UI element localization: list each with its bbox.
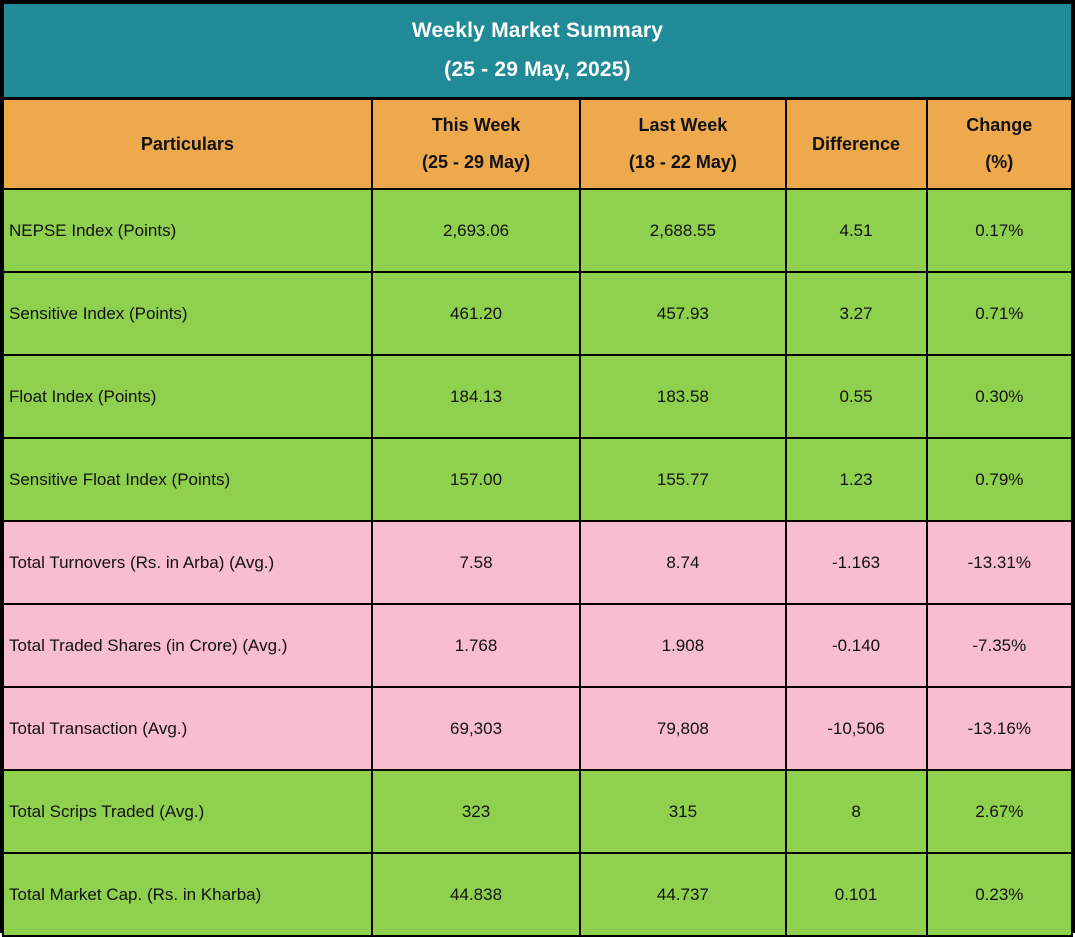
this-week-value: 157.00 [370,437,582,522]
last-week-value: 79,808 [579,686,787,771]
table-row-float-index: Float Index (Points) 184.13 183.58 0.55 … [2,354,1074,439]
last-week-value: 2,688.55 [579,188,787,273]
header-label: Particulars [140,133,234,154]
header-sublabel: (18 - 22 May) [628,151,737,172]
difference-value: -1.163 [784,520,928,605]
table-row-total-transaction: Total Transaction (Avg.) 69,303 79,808 -… [2,686,1074,771]
particular-label: Sensitive Index (Points) [2,271,373,356]
particular-label: NEPSE Index (Points) [2,188,373,273]
change-value: -13.31% [925,520,1074,605]
header-label: Difference [812,133,901,154]
particular-label: Total Transaction (Avg.) [2,686,373,771]
particular-label: Total Traded Shares (in Crore) (Avg.) [2,603,373,688]
change-value: 0.23% [925,852,1074,937]
table-row-total-turnovers: Total Turnovers (Rs. in Arba) (Avg.) 7.5… [2,520,1074,605]
particular-label: Total Turnovers (Rs. in Arba) (Avg.) [2,520,373,605]
this-week-value: 1.768 [370,603,582,688]
header-row: Particulars This Week (25 - 29 May) Last… [2,97,1074,190]
change-value: 0.30% [925,354,1074,439]
this-week-value: 461.20 [370,271,582,356]
last-week-value: 44.737 [579,852,787,937]
last-week-value: 8.74 [579,520,787,605]
this-week-value: 2,693.06 [370,188,582,273]
this-week-value: 44.838 [370,852,582,937]
this-week-value: 7.58 [370,520,582,605]
change-value: -7.35% [925,603,1074,688]
change-value: 0.17% [925,188,1074,273]
last-week-value: 315 [579,769,787,854]
table-row-total-market-cap: Total Market Cap. (Rs. in Kharba) 44.838… [2,852,1074,937]
difference-value: 0.101 [784,852,928,937]
table-row-nepse-index: NEPSE Index (Points) 2,693.06 2,688.55 4… [2,188,1074,273]
column-header-change: Change (%) [925,97,1074,190]
this-week-value: 184.13 [370,354,582,439]
particular-label: Total Scrips Traded (Avg.) [2,769,373,854]
difference-value: 0.55 [784,354,928,439]
table-row-total-scrips-traded: Total Scrips Traded (Avg.) 323 315 8 2.6… [2,769,1074,854]
column-header-particulars: Particulars [2,97,373,190]
header-sublabel: (25 - 29 May) [422,151,531,172]
change-value: 0.71% [925,271,1074,356]
this-week-value: 69,303 [370,686,582,771]
change-value: 2.67% [925,769,1074,854]
title-row: Weekly Market Summary (25 - 29 May, 2025… [2,2,1073,100]
difference-value: 4.51 [784,188,928,273]
column-header-this-week: This Week (25 - 29 May) [370,97,582,190]
difference-value: 1.23 [784,437,928,522]
difference-value: -10,506 [784,686,928,771]
change-value: 0.79% [925,437,1074,522]
title-cell: Weekly Market Summary (25 - 29 May, 2025… [2,2,1073,100]
difference-value: 3.27 [784,271,928,356]
column-header-last-week: Last Week (18 - 22 May) [579,97,787,190]
page-title: Weekly Market Summary [411,19,664,42]
header-label: Change [966,115,1033,136]
change-value: -13.16% [925,686,1074,771]
header-sublabel: (%) [985,151,1014,172]
last-week-value: 155.77 [579,437,787,522]
this-week-value: 323 [370,769,582,854]
difference-value: -0.140 [784,603,928,688]
last-week-value: 1.908 [579,603,787,688]
header-label: Last Week [638,115,728,136]
title-date-range: (25 - 29 May, 2025) [444,58,631,81]
column-header-difference: Difference [784,97,928,190]
last-week-value: 183.58 [579,354,787,439]
table-row-sensitive-float-index: Sensitive Float Index (Points) 157.00 15… [2,437,1074,522]
header-label: This Week [431,115,521,136]
table-row-total-traded-shares: Total Traded Shares (in Crore) (Avg.) 1.… [2,603,1074,688]
particular-label: Float Index (Points) [2,354,373,439]
particular-label: Sensitive Float Index (Points) [2,437,373,522]
particular-label: Total Market Cap. (Rs. in Kharba) [2,852,373,937]
difference-value: 8 [784,769,928,854]
table-row-sensitive-index: Sensitive Index (Points) 461.20 457.93 3… [2,271,1074,356]
last-week-value: 457.93 [579,271,787,356]
